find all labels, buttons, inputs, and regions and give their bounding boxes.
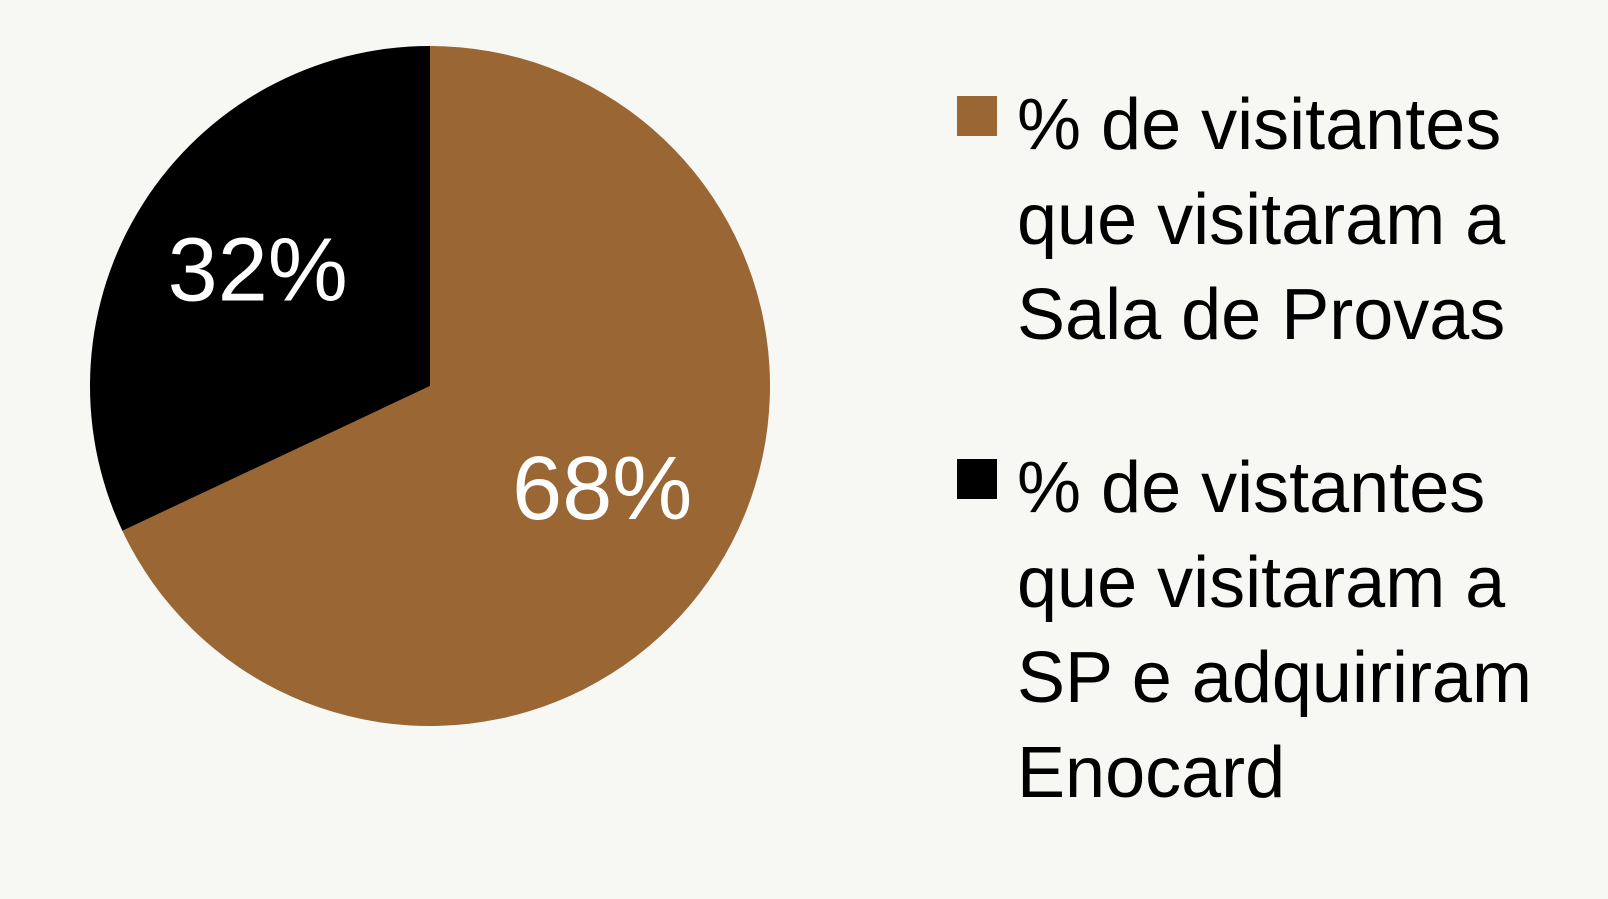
pie-slice [122,46,770,726]
data-label: 32% [168,220,348,320]
legend-swatch [957,96,997,136]
legend-label: % de visitantes que visitaram a Sala de … [1017,85,1506,355]
legend-item: % de visitantes que visitaram a Sala de … [957,78,1597,363]
legend-label: % de vistantes que visitaram a SP e adqu… [1017,448,1532,813]
legend-swatch [957,459,997,499]
pie-slice [89,46,430,531]
data-label: 68% [512,439,692,539]
legend-item: % de vistantes que visitaram a SP e adqu… [957,441,1597,821]
legend: % de visitantes que visitaram a Sala de … [957,78,1597,899]
chart: 68% 32% [89,46,770,726]
page: 68% 32% % de visitantes que visitaram a S… [89,46,1532,813]
